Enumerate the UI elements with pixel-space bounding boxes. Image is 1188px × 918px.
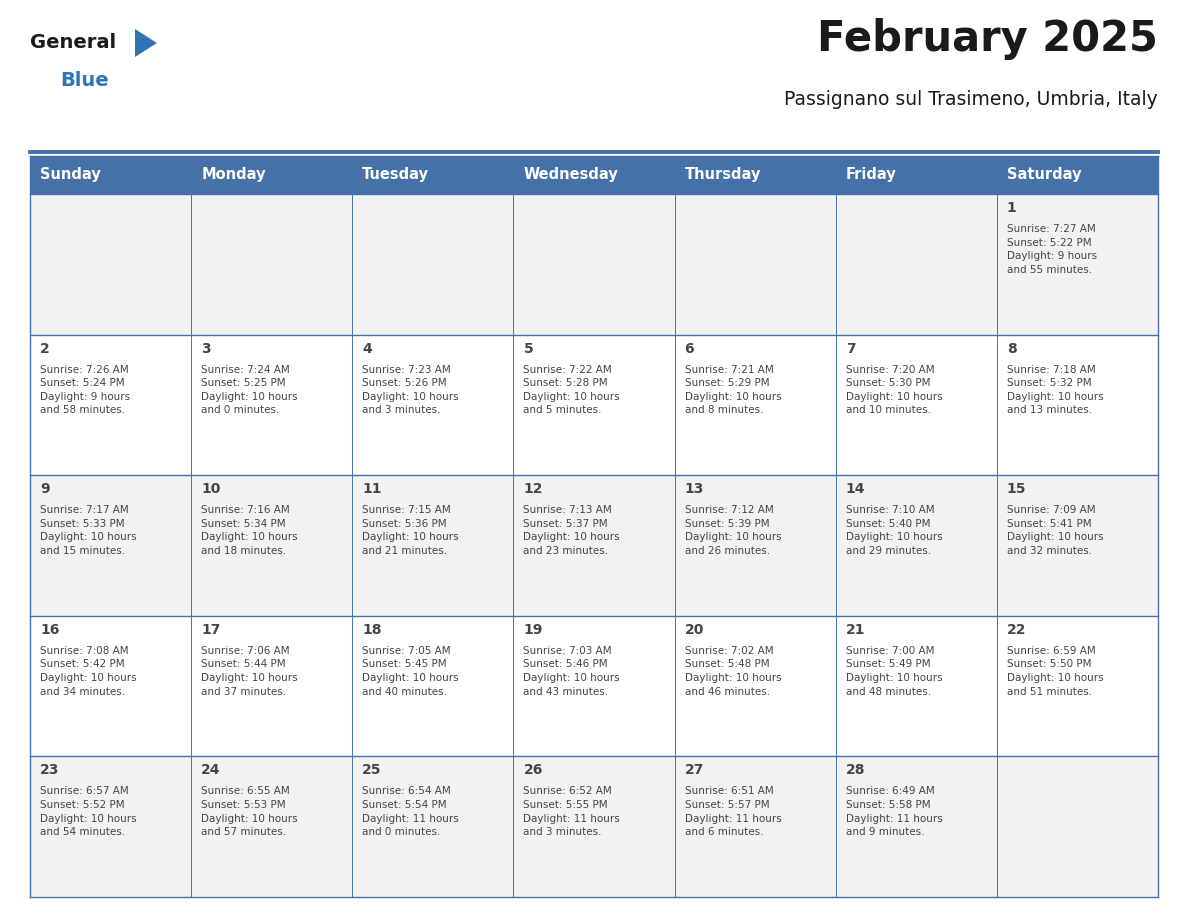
Text: Sunrise: 6:54 AM
Sunset: 5:54 PM
Daylight: 11 hours
and 0 minutes.: Sunrise: 6:54 AM Sunset: 5:54 PM Dayligh…	[362, 787, 459, 837]
Text: 11: 11	[362, 482, 381, 497]
Text: Sunrise: 7:06 AM
Sunset: 5:44 PM
Daylight: 10 hours
and 37 minutes.: Sunrise: 7:06 AM Sunset: 5:44 PM Dayligh…	[201, 645, 298, 697]
Text: 21: 21	[846, 622, 865, 637]
Text: Sunrise: 7:03 AM
Sunset: 5:46 PM
Daylight: 10 hours
and 43 minutes.: Sunrise: 7:03 AM Sunset: 5:46 PM Dayligh…	[524, 645, 620, 697]
Text: Sunrise: 7:16 AM
Sunset: 5:34 PM
Daylight: 10 hours
and 18 minutes.: Sunrise: 7:16 AM Sunset: 5:34 PM Dayligh…	[201, 505, 298, 556]
Text: Saturday: Saturday	[1007, 167, 1081, 183]
Text: Sunrise: 7:21 AM
Sunset: 5:29 PM
Daylight: 10 hours
and 8 minutes.: Sunrise: 7:21 AM Sunset: 5:29 PM Dayligh…	[684, 364, 782, 416]
Text: 23: 23	[40, 764, 59, 778]
Text: Sunrise: 7:22 AM
Sunset: 5:28 PM
Daylight: 10 hours
and 5 minutes.: Sunrise: 7:22 AM Sunset: 5:28 PM Dayligh…	[524, 364, 620, 416]
Text: 3: 3	[201, 341, 210, 355]
Text: 2: 2	[40, 341, 50, 355]
Text: 15: 15	[1007, 482, 1026, 497]
Text: Sunrise: 6:49 AM
Sunset: 5:58 PM
Daylight: 11 hours
and 9 minutes.: Sunrise: 6:49 AM Sunset: 5:58 PM Dayligh…	[846, 787, 942, 837]
Text: 28: 28	[846, 764, 865, 778]
Text: Passignano sul Trasimeno, Umbria, Italy: Passignano sul Trasimeno, Umbria, Italy	[784, 90, 1158, 109]
Text: Sunrise: 7:26 AM
Sunset: 5:24 PM
Daylight: 9 hours
and 58 minutes.: Sunrise: 7:26 AM Sunset: 5:24 PM Dayligh…	[40, 364, 131, 416]
Text: 12: 12	[524, 482, 543, 497]
Text: Sunrise: 7:00 AM
Sunset: 5:49 PM
Daylight: 10 hours
and 48 minutes.: Sunrise: 7:00 AM Sunset: 5:49 PM Dayligh…	[846, 645, 942, 697]
Text: Sunrise: 7:23 AM
Sunset: 5:26 PM
Daylight: 10 hours
and 3 minutes.: Sunrise: 7:23 AM Sunset: 5:26 PM Dayligh…	[362, 364, 459, 416]
Text: Sunrise: 6:57 AM
Sunset: 5:52 PM
Daylight: 10 hours
and 54 minutes.: Sunrise: 6:57 AM Sunset: 5:52 PM Dayligh…	[40, 787, 137, 837]
Text: Sunrise: 7:08 AM
Sunset: 5:42 PM
Daylight: 10 hours
and 34 minutes.: Sunrise: 7:08 AM Sunset: 5:42 PM Dayligh…	[40, 645, 137, 697]
Text: Sunrise: 6:55 AM
Sunset: 5:53 PM
Daylight: 10 hours
and 57 minutes.: Sunrise: 6:55 AM Sunset: 5:53 PM Dayligh…	[201, 787, 298, 837]
Bar	[30, 194, 1158, 334]
Text: Tuesday: Tuesday	[362, 167, 429, 183]
Text: Sunrise: 7:27 AM
Sunset: 5:22 PM
Daylight: 9 hours
and 55 minutes.: Sunrise: 7:27 AM Sunset: 5:22 PM Dayligh…	[1007, 224, 1097, 274]
Text: 4: 4	[362, 341, 372, 355]
Text: 5: 5	[524, 341, 533, 355]
Text: Sunrise: 7:12 AM
Sunset: 5:39 PM
Daylight: 10 hours
and 26 minutes.: Sunrise: 7:12 AM Sunset: 5:39 PM Dayligh…	[684, 505, 782, 556]
Text: 8: 8	[1007, 341, 1017, 355]
Text: Sunrise: 7:17 AM
Sunset: 5:33 PM
Daylight: 10 hours
and 15 minutes.: Sunrise: 7:17 AM Sunset: 5:33 PM Dayligh…	[40, 505, 137, 556]
Bar	[30, 156, 1158, 194]
Text: Sunrise: 6:59 AM
Sunset: 5:50 PM
Daylight: 10 hours
and 51 minutes.: Sunrise: 6:59 AM Sunset: 5:50 PM Dayligh…	[1007, 645, 1104, 697]
Text: Blue: Blue	[61, 71, 108, 90]
Text: 18: 18	[362, 622, 381, 637]
Text: Sunrise: 7:15 AM
Sunset: 5:36 PM
Daylight: 10 hours
and 21 minutes.: Sunrise: 7:15 AM Sunset: 5:36 PM Dayligh…	[362, 505, 459, 556]
Text: 1: 1	[1007, 201, 1017, 215]
Text: Sunrise: 7:10 AM
Sunset: 5:40 PM
Daylight: 10 hours
and 29 minutes.: Sunrise: 7:10 AM Sunset: 5:40 PM Dayligh…	[846, 505, 942, 556]
Text: Sunrise: 6:52 AM
Sunset: 5:55 PM
Daylight: 11 hours
and 3 minutes.: Sunrise: 6:52 AM Sunset: 5:55 PM Dayligh…	[524, 787, 620, 837]
Bar	[30, 476, 1158, 616]
Text: 22: 22	[1007, 622, 1026, 637]
Polygon shape	[135, 29, 157, 57]
Text: 17: 17	[201, 622, 221, 637]
Text: 16: 16	[40, 622, 59, 637]
Bar	[30, 616, 1158, 756]
Text: Monday: Monday	[201, 167, 266, 183]
Text: 10: 10	[201, 482, 221, 497]
Text: 9: 9	[40, 482, 50, 497]
Text: 26: 26	[524, 764, 543, 778]
Text: February 2025: February 2025	[817, 18, 1158, 60]
Text: Sunrise: 7:09 AM
Sunset: 5:41 PM
Daylight: 10 hours
and 32 minutes.: Sunrise: 7:09 AM Sunset: 5:41 PM Dayligh…	[1007, 505, 1104, 556]
Bar	[30, 334, 1158, 476]
Text: 6: 6	[684, 341, 694, 355]
Text: Sunday: Sunday	[40, 167, 101, 183]
Text: Sunrise: 7:20 AM
Sunset: 5:30 PM
Daylight: 10 hours
and 10 minutes.: Sunrise: 7:20 AM Sunset: 5:30 PM Dayligh…	[846, 364, 942, 416]
Text: 27: 27	[684, 764, 704, 778]
Text: Sunrise: 7:18 AM
Sunset: 5:32 PM
Daylight: 10 hours
and 13 minutes.: Sunrise: 7:18 AM Sunset: 5:32 PM Dayligh…	[1007, 364, 1104, 416]
Bar	[30, 756, 1158, 897]
Text: 20: 20	[684, 622, 704, 637]
Text: 24: 24	[201, 764, 221, 778]
Text: 14: 14	[846, 482, 865, 497]
Text: Sunrise: 7:24 AM
Sunset: 5:25 PM
Daylight: 10 hours
and 0 minutes.: Sunrise: 7:24 AM Sunset: 5:25 PM Dayligh…	[201, 364, 298, 416]
Text: 19: 19	[524, 622, 543, 637]
Text: 13: 13	[684, 482, 704, 497]
Text: Sunrise: 6:51 AM
Sunset: 5:57 PM
Daylight: 11 hours
and 6 minutes.: Sunrise: 6:51 AM Sunset: 5:57 PM Dayligh…	[684, 787, 782, 837]
Text: Thursday: Thursday	[684, 167, 762, 183]
Text: Friday: Friday	[846, 167, 897, 183]
Text: 25: 25	[362, 764, 381, 778]
Text: Sunrise: 7:13 AM
Sunset: 5:37 PM
Daylight: 10 hours
and 23 minutes.: Sunrise: 7:13 AM Sunset: 5:37 PM Dayligh…	[524, 505, 620, 556]
Text: Wednesday: Wednesday	[524, 167, 618, 183]
Text: 7: 7	[846, 341, 855, 355]
Text: Sunrise: 7:02 AM
Sunset: 5:48 PM
Daylight: 10 hours
and 46 minutes.: Sunrise: 7:02 AM Sunset: 5:48 PM Dayligh…	[684, 645, 782, 697]
Text: General: General	[30, 33, 116, 52]
Text: Sunrise: 7:05 AM
Sunset: 5:45 PM
Daylight: 10 hours
and 40 minutes.: Sunrise: 7:05 AM Sunset: 5:45 PM Dayligh…	[362, 645, 459, 697]
